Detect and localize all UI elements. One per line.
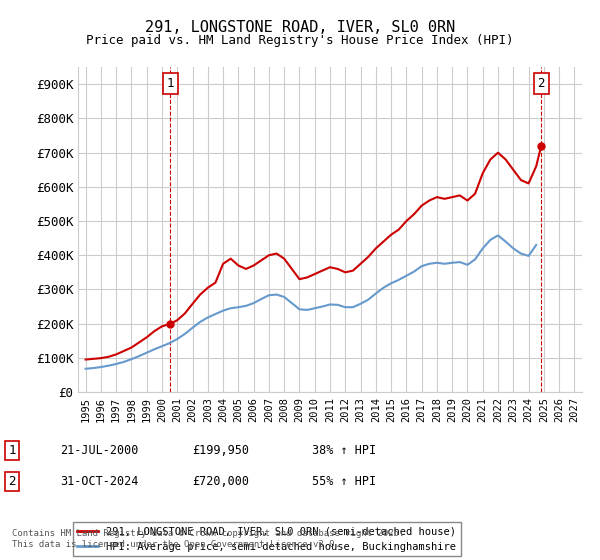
Text: 1: 1 <box>167 77 174 90</box>
Text: Contains HM Land Registry data © Crown copyright and database right 2025.
This d: Contains HM Land Registry data © Crown c… <box>12 529 404 549</box>
Text: 55% ↑ HPI: 55% ↑ HPI <box>312 475 376 488</box>
Text: 2: 2 <box>538 77 545 90</box>
Text: 38% ↑ HPI: 38% ↑ HPI <box>312 444 376 458</box>
Legend: 291, LONGSTONE ROAD, IVER, SL0 0RN (semi-detached house), HPI: Average price, se: 291, LONGSTONE ROAD, IVER, SL0 0RN (semi… <box>73 522 461 556</box>
Text: 2: 2 <box>8 475 16 488</box>
Text: 21-JUL-2000: 21-JUL-2000 <box>60 444 139 458</box>
Text: £199,950: £199,950 <box>192 444 249 458</box>
Text: 31-OCT-2024: 31-OCT-2024 <box>60 475 139 488</box>
Text: 291, LONGSTONE ROAD, IVER, SL0 0RN: 291, LONGSTONE ROAD, IVER, SL0 0RN <box>145 20 455 35</box>
Text: 1: 1 <box>8 444 16 458</box>
Text: Price paid vs. HM Land Registry's House Price Index (HPI): Price paid vs. HM Land Registry's House … <box>86 34 514 46</box>
Text: £720,000: £720,000 <box>192 475 249 488</box>
